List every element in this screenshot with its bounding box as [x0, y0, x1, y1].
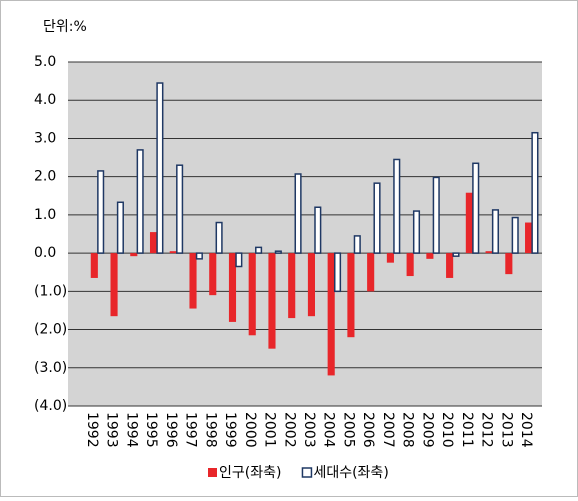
- bar: [511, 216, 519, 254]
- bar: [156, 82, 164, 254]
- bar: [90, 253, 98, 278]
- bar: [432, 176, 440, 254]
- x-tick-label: 2013: [498, 412, 514, 448]
- bar: [386, 253, 394, 263]
- x-tick-label: 2004: [321, 412, 337, 448]
- bar: [531, 131, 539, 254]
- bar: [288, 253, 296, 319]
- x-tick-label: 1995: [143, 412, 159, 448]
- bar: [472, 162, 480, 254]
- bar: [274, 250, 282, 254]
- bar: [110, 253, 118, 317]
- y-tick-label: (3.0): [34, 360, 67, 376]
- bar: [327, 253, 335, 376]
- x-tick-label: 2008: [400, 412, 416, 448]
- y-tick-label: (4.0): [34, 398, 67, 414]
- bar: [136, 149, 144, 254]
- x-tick-label: 1996: [163, 412, 179, 448]
- x-tick-label: 1998: [202, 412, 218, 448]
- x-tick-label: 2003: [301, 412, 317, 448]
- bar: [353, 235, 361, 254]
- unit-label: 단위:%: [43, 19, 87, 35]
- y-tick-label: 5.0: [34, 54, 56, 70]
- bar: [406, 253, 414, 277]
- x-tick-label: 1999: [222, 412, 238, 448]
- legend-label: 세대수(좌축): [313, 465, 388, 481]
- bar: [195, 252, 203, 260]
- bar: [116, 201, 124, 254]
- y-tick-label: 0.0: [34, 245, 56, 261]
- bar: [465, 192, 473, 254]
- bar: [228, 253, 237, 322]
- y-tick-label: (1.0): [34, 283, 67, 299]
- bar: [169, 251, 177, 254]
- plot-area: [68, 62, 542, 406]
- x-tick-label: 1993: [104, 412, 120, 448]
- bar: [97, 170, 105, 254]
- x-tick-label: 2007: [380, 412, 396, 448]
- bar: [505, 253, 513, 275]
- y-tick-label: 3.0: [34, 130, 56, 146]
- bar: [130, 253, 138, 257]
- bar: [373, 182, 381, 254]
- bar: [268, 253, 276, 349]
- bar: [294, 173, 302, 254]
- y-tick-label: 4.0: [34, 92, 56, 108]
- bar: [235, 252, 243, 268]
- bar: [255, 246, 263, 254]
- x-tick-label: 2005: [340, 412, 356, 448]
- legend-swatch: [301, 467, 313, 478]
- bar: [412, 210, 421, 254]
- x-tick-label: 1992: [84, 412, 100, 448]
- bar: [209, 253, 217, 296]
- x-tick-label: 2009: [419, 412, 435, 448]
- bar: [189, 253, 197, 309]
- x-tick-label: 2000: [242, 412, 258, 448]
- x-tick-label: 2006: [360, 412, 376, 448]
- y-tick-label: 2.0: [34, 169, 56, 185]
- bar: [393, 158, 401, 254]
- bar: [307, 253, 315, 317]
- x-tick-label: 2011: [459, 412, 475, 448]
- bar: [215, 221, 223, 254]
- bar: [426, 253, 434, 259]
- bar: [347, 253, 355, 338]
- legend-label: 인구(좌축): [219, 465, 281, 481]
- bar: [452, 252, 460, 257]
- x-tick-label: 1994: [123, 412, 139, 448]
- bar: [491, 209, 500, 254]
- x-tick-label: 2012: [479, 412, 495, 448]
- legend-swatch: [208, 468, 217, 477]
- bar: [176, 164, 184, 254]
- y-tick-label: (2.0): [34, 322, 67, 338]
- x-tick-label: 2014: [518, 412, 534, 448]
- bar: [248, 253, 256, 336]
- x-tick-label: 2010: [439, 412, 455, 448]
- bar: [314, 206, 322, 254]
- bar: [485, 251, 493, 254]
- bar: [446, 253, 454, 278]
- x-tick-label: 1997: [183, 412, 199, 448]
- x-tick-label: 2001: [262, 412, 278, 448]
- bar: [149, 232, 158, 254]
- bar: [333, 252, 342, 293]
- bar: [367, 253, 375, 292]
- bar: [525, 222, 533, 254]
- y-tick-label: 1.0: [34, 207, 56, 223]
- x-tick-label: 2002: [281, 412, 297, 448]
